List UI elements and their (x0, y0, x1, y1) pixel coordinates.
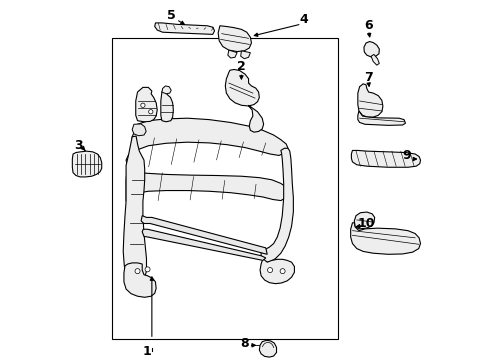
Polygon shape (218, 26, 251, 51)
Polygon shape (261, 148, 294, 262)
Text: 9: 9 (403, 149, 411, 162)
Polygon shape (354, 212, 375, 229)
Polygon shape (155, 23, 215, 34)
Polygon shape (371, 54, 379, 65)
Polygon shape (228, 50, 237, 58)
Text: 7: 7 (364, 71, 373, 84)
Polygon shape (141, 216, 267, 254)
Text: 2: 2 (237, 60, 246, 73)
Polygon shape (225, 69, 259, 106)
Polygon shape (351, 223, 420, 254)
Polygon shape (123, 136, 147, 282)
Text: 8: 8 (241, 337, 249, 350)
Polygon shape (364, 41, 379, 57)
Polygon shape (161, 88, 173, 122)
Text: 6: 6 (364, 19, 373, 32)
Text: 10: 10 (358, 217, 375, 230)
Circle shape (148, 109, 153, 114)
Polygon shape (358, 111, 406, 125)
Circle shape (145, 267, 150, 272)
Polygon shape (248, 105, 264, 132)
Text: 1: 1 (142, 345, 151, 357)
Polygon shape (260, 258, 294, 284)
Bar (113, 38, 338, 339)
Circle shape (280, 269, 285, 274)
Polygon shape (259, 340, 276, 357)
Circle shape (141, 103, 145, 107)
Text: 3: 3 (74, 139, 83, 152)
Polygon shape (124, 263, 156, 297)
Circle shape (135, 269, 140, 274)
Polygon shape (73, 151, 102, 177)
Polygon shape (358, 84, 383, 117)
Polygon shape (126, 118, 288, 169)
Polygon shape (351, 150, 420, 167)
Polygon shape (136, 87, 157, 122)
Polygon shape (132, 124, 146, 136)
Text: 4: 4 (300, 13, 309, 26)
Polygon shape (162, 86, 171, 94)
Circle shape (268, 267, 272, 273)
Text: 5: 5 (167, 9, 176, 22)
Polygon shape (142, 229, 266, 260)
Polygon shape (126, 166, 289, 201)
Polygon shape (241, 51, 250, 59)
